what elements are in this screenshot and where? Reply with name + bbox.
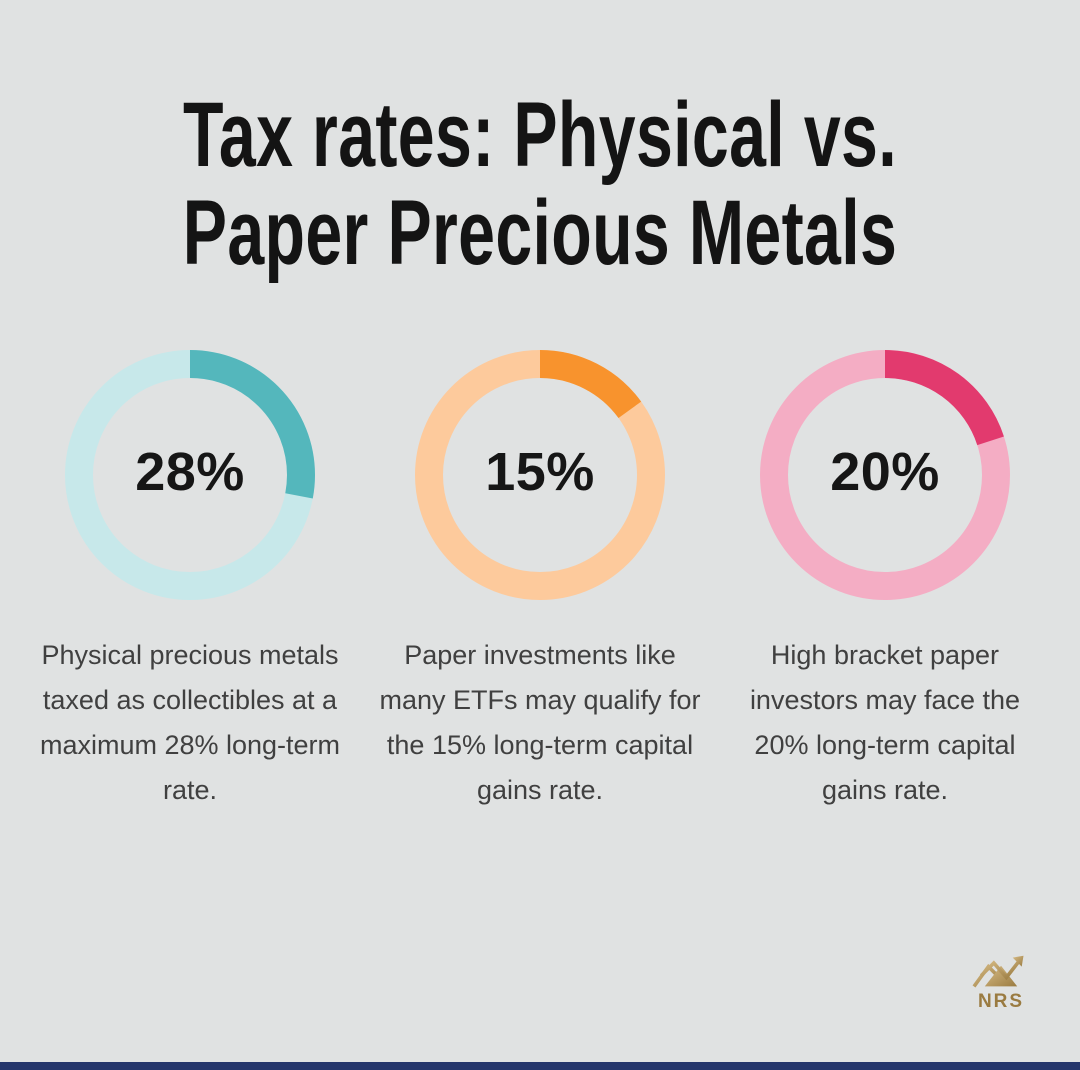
donut-center-value: 15% <box>485 442 595 502</box>
page-title-line-1: Tax rates: Physical vs. <box>182 84 898 186</box>
donut-chart-28-percent: 28% <box>65 350 315 600</box>
stat-description-paper-etf: Paper investments like many ETFs may qua… <box>379 640 701 805</box>
stat-column-physical: 28% Physical precious metals taxed as co… <box>25 350 355 813</box>
stat-description-high-bracket: High bracket paper investors may face th… <box>749 640 1021 805</box>
stat-column-paper-etf: 15% Paper investments like many ETFs may… <box>375 350 705 813</box>
donut-ring-orange <box>415 350 665 600</box>
mountain-growth-arrow-icon <box>972 955 1024 988</box>
nrs-logo: NRS <box>970 954 1032 1013</box>
donut-chart-15-percent: 15% <box>415 350 665 600</box>
stat-column-high-bracket: 20% High bracket paper investors may fac… <box>720 350 1050 813</box>
nrs-logo-text: NRS <box>977 991 1025 1012</box>
donut-ring-teal <box>65 350 315 600</box>
donut-ring-pink <box>760 350 1010 600</box>
page-title: Tax rates: Physical vs. Paper Precious Me… <box>151 86 929 282</box>
donut-center-value: 20% <box>830 442 940 502</box>
stat-description-physical: Physical precious metals taxed as collec… <box>39 640 341 805</box>
donut-center-value: 28% <box>135 442 245 502</box>
footer-accent-bar <box>0 1062 1080 1070</box>
donut-chart-20-percent: 20% <box>760 350 1010 600</box>
page-title-line-2: Paper Precious Metals <box>182 182 898 284</box>
